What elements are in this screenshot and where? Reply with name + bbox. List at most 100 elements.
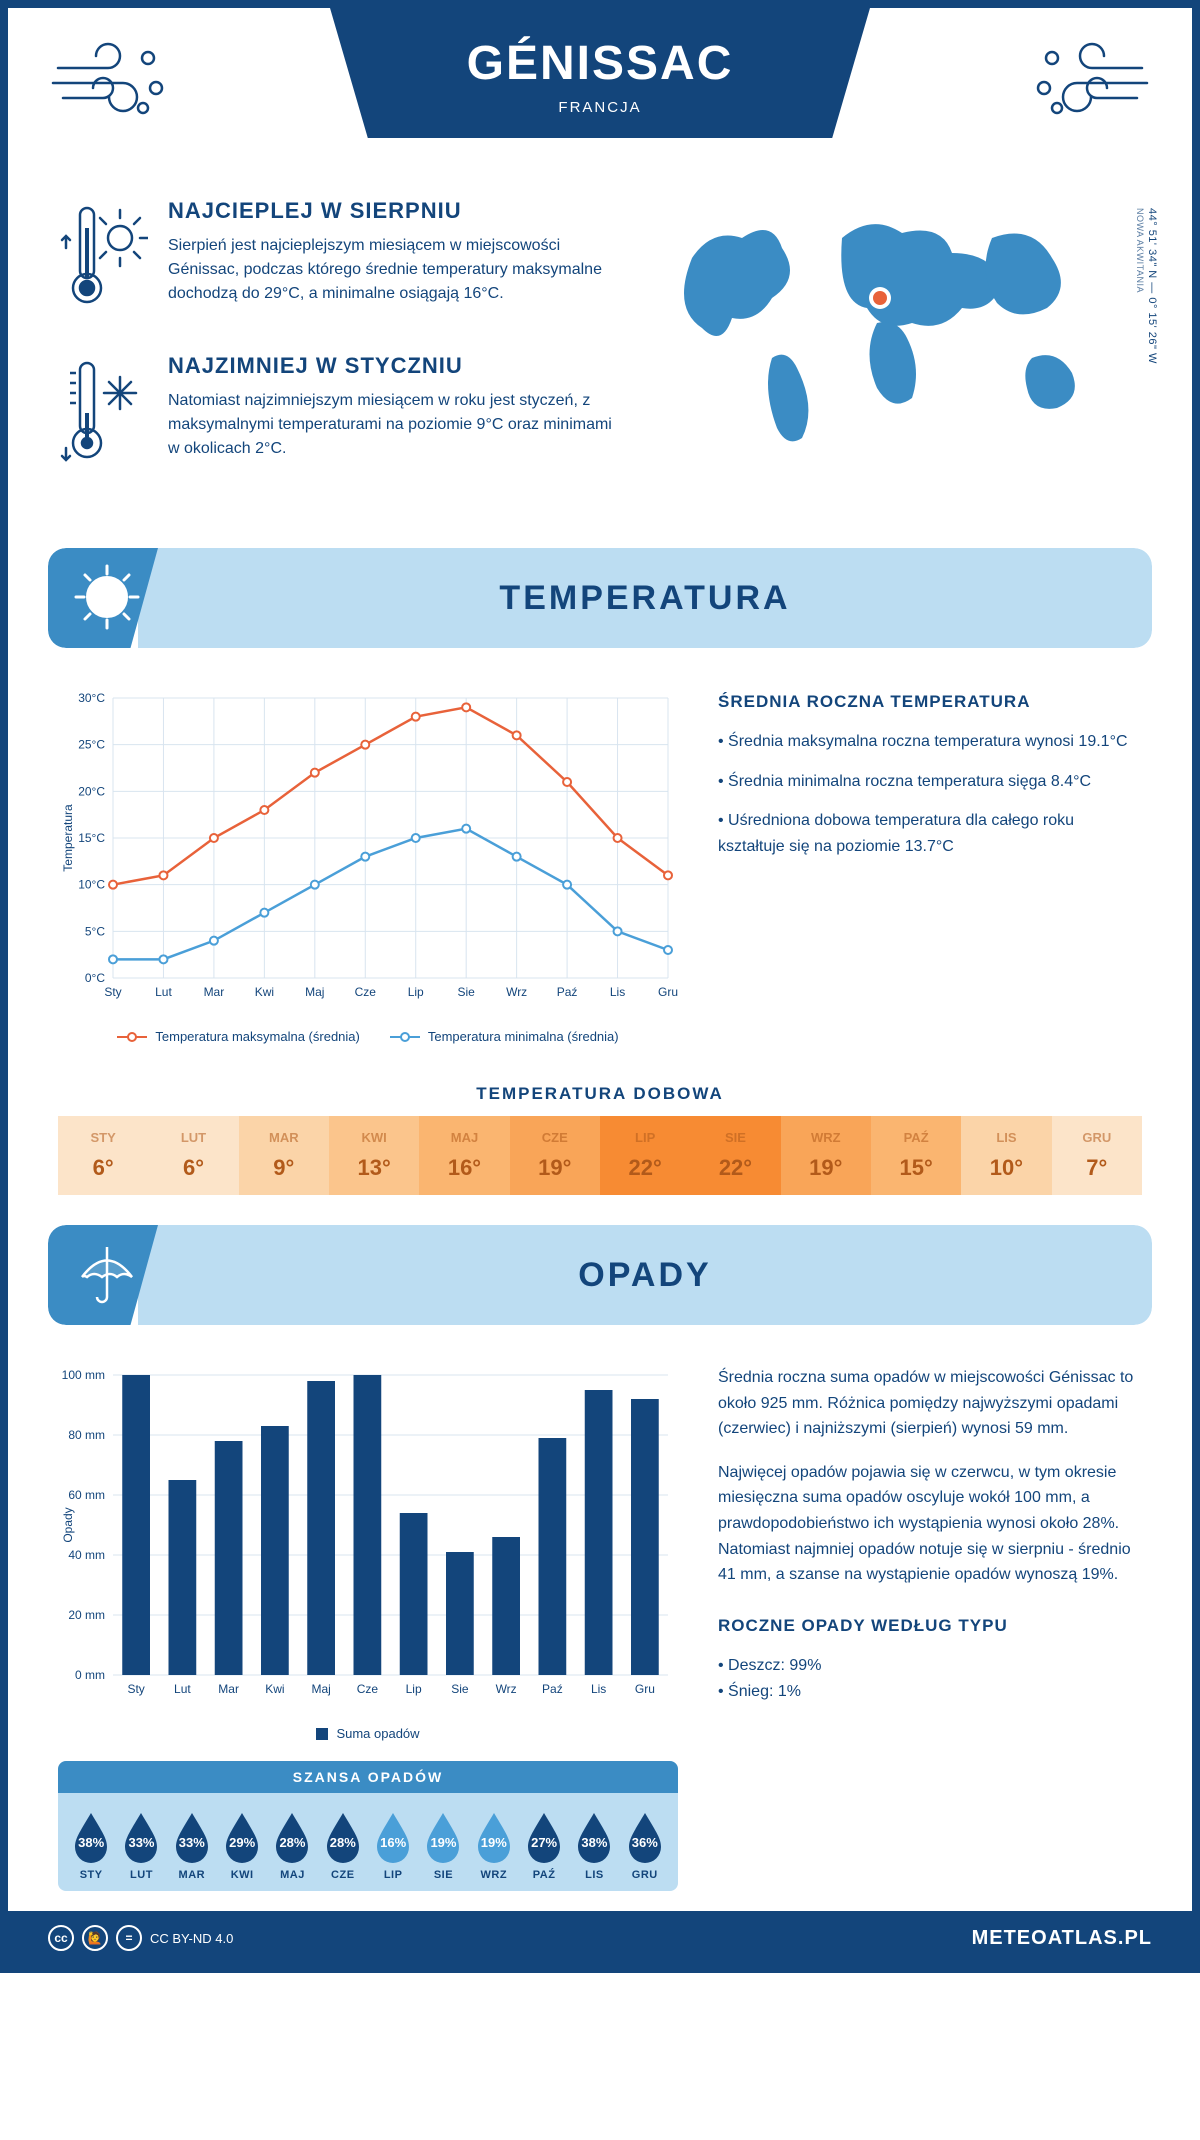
infographic-frame: GÉNISSAC FRANCJA NAJCIEPLEJ W SIERPNIU S… xyxy=(0,0,1200,1973)
warmest-text: Sierpień jest najcieplejszym miesiącem w… xyxy=(168,234,622,306)
svg-text:Lip: Lip xyxy=(406,1682,422,1696)
svg-text:0°C: 0°C xyxy=(85,971,105,985)
svg-text:25°C: 25°C xyxy=(78,738,105,752)
drop-icon: 28% xyxy=(321,1809,365,1863)
precip-banner: OPADY xyxy=(48,1225,1152,1325)
svg-text:15°C: 15°C xyxy=(78,831,105,845)
chance-cell: 28% MAJ xyxy=(267,1809,317,1881)
drop-icon: 33% xyxy=(119,1809,163,1863)
svg-text:Kwi: Kwi xyxy=(255,985,274,999)
temperature-chart: 0°C5°C10°C15°C20°C25°C30°CStyLutMarKwiMa… xyxy=(58,688,678,1044)
heat-cell: PAŹ15° xyxy=(871,1116,961,1195)
temperature-body: 0°C5°C10°C15°C20°C25°C30°CStyLutMarKwiMa… xyxy=(8,668,1192,1064)
temp-legend: Temperatura maksymalna (średnia) Tempera… xyxy=(58,1029,678,1044)
chance-cell: 38% STY xyxy=(66,1809,116,1881)
heat-cell: LIP22° xyxy=(600,1116,690,1195)
svg-text:Opady: Opady xyxy=(61,1507,75,1542)
daily-temp-title: TEMPERATURA DOBOWA xyxy=(8,1084,1192,1104)
svg-text:Maj: Maj xyxy=(305,985,324,999)
svg-text:Mar: Mar xyxy=(204,985,225,999)
drop-icon: 28% xyxy=(270,1809,314,1863)
heat-cell: STY6° xyxy=(58,1116,148,1195)
coldest-block: NAJZIMNIEJ W STYCZNIU Natomiast najzimni… xyxy=(58,353,622,478)
thermometer-sun-icon xyxy=(58,198,148,323)
chance-cell: 19% WRZ xyxy=(469,1809,519,1881)
chance-cell: 33% MAR xyxy=(167,1809,217,1881)
svg-text:Lip: Lip xyxy=(408,985,424,999)
chance-cell: 27% PAŹ xyxy=(519,1809,569,1881)
thermometer-snow-icon xyxy=(58,353,148,478)
chance-cell: 36% GRU xyxy=(620,1809,670,1881)
svg-text:Mar: Mar xyxy=(218,1682,239,1696)
svg-text:Gru: Gru xyxy=(635,1682,655,1696)
drop-icon: 16% xyxy=(371,1809,415,1863)
location-country: FRANCJA xyxy=(330,99,870,116)
precip-paragraph: Najwięcej opadów pojawia się w czerwcu, … xyxy=(718,1460,1142,1588)
chance-cell: 19% SIE xyxy=(418,1809,468,1881)
svg-text:5°C: 5°C xyxy=(85,924,105,938)
precip-paragraph: Średnia roczna suma opadów w miejscowośc… xyxy=(718,1365,1142,1442)
heat-cell: SIE22° xyxy=(690,1116,780,1195)
heat-cell: MAJ16° xyxy=(419,1116,509,1195)
warmest-block: NAJCIEPLEJ W SIERPNIU Sierpień jest najc… xyxy=(58,198,622,323)
svg-text:Sty: Sty xyxy=(127,1682,144,1696)
wind-icon-left xyxy=(48,38,178,133)
svg-text:Wrz: Wrz xyxy=(506,985,527,999)
svg-text:Temperatura: Temperatura xyxy=(61,804,75,872)
chance-cell: 16% LIP xyxy=(368,1809,418,1881)
drop-icon: 27% xyxy=(522,1809,566,1863)
svg-text:Sie: Sie xyxy=(458,985,476,999)
sun-icon xyxy=(72,562,142,637)
heat-cell: MAR9° xyxy=(239,1116,329,1195)
svg-text:Lut: Lut xyxy=(174,1682,191,1696)
chance-cell: 29% KWI xyxy=(217,1809,267,1881)
coldest-title: NAJZIMNIEJ W STYCZNIU xyxy=(168,353,622,379)
drop-icon: 38% xyxy=(572,1809,616,1863)
temp-bullet: • Średnia maksymalna roczna temperatura … xyxy=(718,729,1142,755)
svg-text:Sie: Sie xyxy=(451,1682,469,1696)
precip-info: Średnia roczna suma opadów w miejscowośc… xyxy=(718,1365,1142,1891)
svg-text:Kwi: Kwi xyxy=(265,1682,284,1696)
svg-text:80 mm: 80 mm xyxy=(68,1428,105,1442)
temp-bullet: • Średnia minimalna roczna temperatura s… xyxy=(718,769,1142,795)
by-icon: 🙋 xyxy=(82,1925,108,1951)
precip-type-bullet: • Śnieg: 1% xyxy=(718,1679,1142,1705)
svg-text:20°C: 20°C xyxy=(78,784,105,798)
heat-cell: WRZ19° xyxy=(781,1116,871,1195)
svg-text:60 mm: 60 mm xyxy=(68,1488,105,1502)
svg-text:Cze: Cze xyxy=(357,1682,379,1696)
svg-text:Lut: Lut xyxy=(155,985,172,999)
coldest-text: Natomiast najzimniejszym miesiącem w rok… xyxy=(168,389,622,461)
temperature-banner: TEMPERATURA xyxy=(48,548,1152,648)
svg-text:Lis: Lis xyxy=(591,1682,606,1696)
warmest-title: NAJCIEPLEJ W SIERPNIU xyxy=(168,198,622,224)
temp-bullet: • Uśredniona dobowa temperatura dla całe… xyxy=(718,808,1142,859)
svg-text:Sty: Sty xyxy=(104,985,121,999)
svg-text:Lis: Lis xyxy=(610,985,625,999)
world-map: 44° 51' 34" N — 0° 15' 26" W NOWA AKWITA… xyxy=(662,198,1142,508)
heat-cell: KWI13° xyxy=(329,1116,419,1195)
title-banner: GÉNISSAC FRANCJA xyxy=(330,8,870,138)
temperature-info: ŚREDNIA ROCZNA TEMPERATURA • Średnia mak… xyxy=(718,688,1142,1044)
daily-temp-table: STY6°LUT6°MAR9°KWI13°MAJ16°CZE19°LIP22°S… xyxy=(58,1116,1142,1195)
heat-cell: CZE19° xyxy=(510,1116,600,1195)
svg-text:Paź: Paź xyxy=(542,1682,563,1696)
svg-text:Maj: Maj xyxy=(311,1682,330,1696)
svg-text:Wrz: Wrz xyxy=(496,1682,517,1696)
chance-cell: 38% LIS xyxy=(569,1809,619,1881)
svg-text:40 mm: 40 mm xyxy=(68,1548,105,1562)
heat-cell: LIS10° xyxy=(961,1116,1051,1195)
wind-icon-right xyxy=(1022,38,1152,133)
svg-text:20 mm: 20 mm xyxy=(68,1608,105,1622)
svg-text:Cze: Cze xyxy=(355,985,377,999)
svg-text:100 mm: 100 mm xyxy=(62,1368,105,1382)
nd-icon: = xyxy=(116,1925,142,1951)
heat-cell: LUT6° xyxy=(148,1116,238,1195)
footer: cc 🙋 = CC BY-ND 4.0 METEOATLAS.PL xyxy=(8,1911,1192,1965)
drop-icon: 36% xyxy=(623,1809,667,1863)
drop-icon: 19% xyxy=(472,1809,516,1863)
intro-section: NAJCIEPLEJ W SIERPNIU Sierpień jest najc… xyxy=(8,168,1192,528)
svg-text:30°C: 30°C xyxy=(78,691,105,705)
svg-text:Gru: Gru xyxy=(658,985,678,999)
location-title: GÉNISSAC xyxy=(330,36,870,91)
